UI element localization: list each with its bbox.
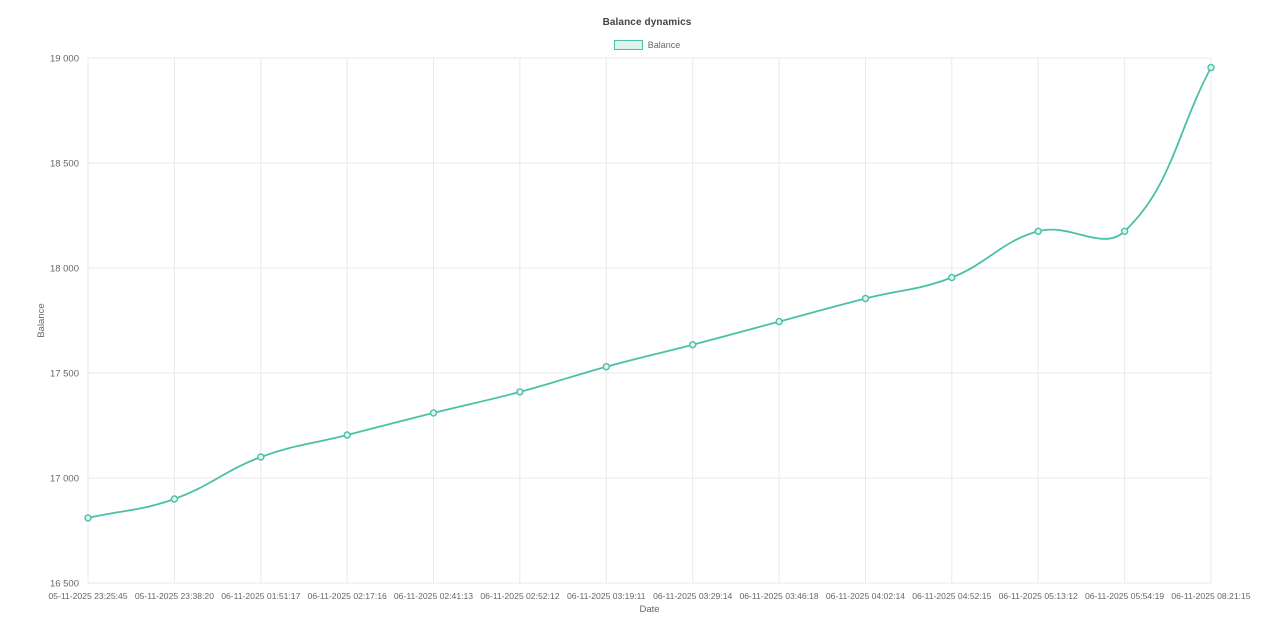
balance-line[interactable] <box>87 66 1212 519</box>
x-tick-label: 06-11-2025 02:17:16 <box>308 591 387 601</box>
data-point[interactable] <box>775 317 783 326</box>
legend-item-balance[interactable]: Balance <box>14 40 1280 50</box>
x-tick-label: 05-11-2025 23:38:20 <box>135 591 214 601</box>
data-point[interactable] <box>516 388 524 396</box>
y-tick-label: 16 500 <box>50 579 79 590</box>
chart-title: Balance dynamics <box>602 17 692 28</box>
x-tick-label: 06-11-2025 02:52:12 <box>480 591 559 601</box>
x-tick-label: 06-11-2025 05:13:12 <box>999 591 1078 601</box>
x-tick-label: 06-11-2025 05:54:19 <box>1085 591 1164 601</box>
y-tick-label: 18 500 <box>50 159 79 170</box>
x-tick-label: 06-11-2025 03:46:18 <box>740 591 819 601</box>
data-point[interactable] <box>1034 227 1042 236</box>
legend-marker <box>613 40 643 50</box>
y-tick-label: 17 000 <box>50 474 79 485</box>
x-axis-title: Date <box>639 604 659 615</box>
data-point[interactable] <box>602 363 610 371</box>
data-point[interactable] <box>429 409 438 417</box>
x-tick-label: 06-11-2025 03:29:14 <box>653 591 732 601</box>
data-point[interactable] <box>948 273 956 282</box>
y-tick-label: 19 000 <box>50 54 79 65</box>
y-tick-label: 17 500 <box>50 369 79 380</box>
x-tick-label: 06-11-2025 04:02:14 <box>826 591 905 601</box>
data-point[interactable] <box>861 294 870 303</box>
data-point[interactable] <box>170 495 179 503</box>
data-point[interactable] <box>1207 63 1215 72</box>
x-tick-label: 06-11-2025 04:52:15 <box>912 591 991 601</box>
x-tick-label: 05-11-2025 23:25:45 <box>48 591 127 601</box>
data-point[interactable] <box>257 453 265 461</box>
data-point[interactable] <box>343 431 351 439</box>
x-tick-label: 06-11-2025 03:19:11 <box>567 591 646 601</box>
y-tick-label: 18 000 <box>50 264 79 275</box>
y-axis-title: Balance <box>36 303 47 337</box>
data-point[interactable] <box>84 514 92 522</box>
x-tick-label: 06-11-2025 01:51:17 <box>221 591 300 601</box>
data-point[interactable] <box>1120 227 1129 236</box>
data-point[interactable] <box>689 341 697 349</box>
x-tick-label: 06-11-2025 02:41:13 <box>394 591 473 601</box>
legend-label: Balance <box>647 40 681 50</box>
x-tick-label: 06-11-2025 08:21:15 <box>1171 591 1250 601</box>
